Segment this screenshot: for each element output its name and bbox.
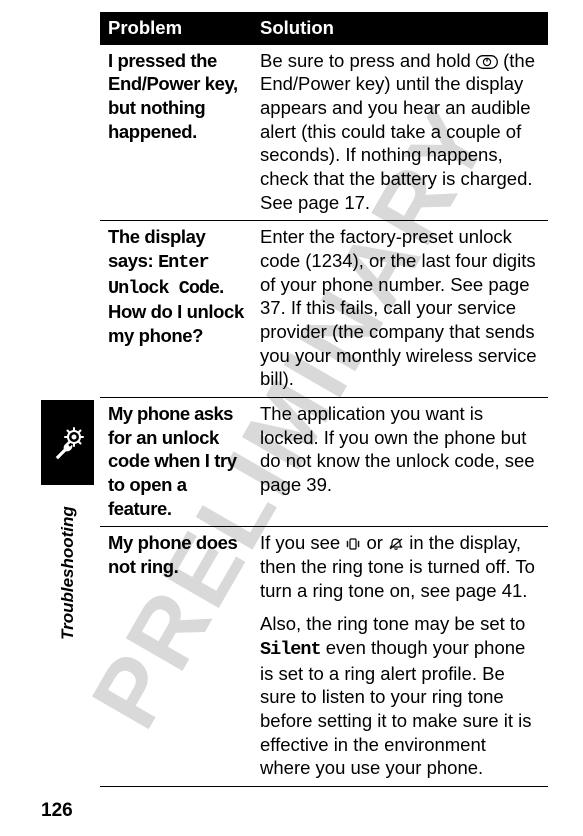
table-body: I pressed the End/Power key, but nothing… bbox=[100, 44, 548, 786]
solution-cell: Enter the factory-preset unlock code (12… bbox=[252, 221, 548, 398]
vibrate-icon bbox=[345, 537, 361, 551]
table-row: My phone does not ring.If you see or in … bbox=[100, 527, 548, 787]
troubleshooting-table: Problem Solution I pressed the End/Power… bbox=[100, 12, 548, 787]
solution-cell: If you see or in the display, then the r… bbox=[252, 527, 548, 787]
problem-cell: My phone asks for an unlock code when I … bbox=[100, 398, 252, 527]
table-row: The display says: Enter Unlock Code. How… bbox=[100, 221, 548, 398]
problem-cell: The display says: Enter Unlock Code. How… bbox=[100, 221, 252, 398]
solution-cell: The application you want is locked. If y… bbox=[252, 398, 548, 527]
table-row: I pressed the End/Power key, but nothing… bbox=[100, 44, 548, 221]
section-icon-tab bbox=[41, 400, 94, 485]
power-key-icon bbox=[476, 55, 498, 69]
table-header-problem: Problem bbox=[100, 12, 252, 44]
ring-off-icon bbox=[388, 537, 404, 551]
wrench-target-icon bbox=[48, 423, 88, 463]
page-number: 126 bbox=[41, 800, 73, 822]
solution-cell: Be sure to press and hold (the End/Power… bbox=[252, 44, 548, 221]
section-label: Troubleshooting bbox=[58, 506, 78, 640]
problem-cell: My phone does not ring. bbox=[100, 527, 252, 787]
problem-cell: I pressed the End/Power key, but nothing… bbox=[100, 44, 252, 221]
table-row: My phone asks for an unlock code when I … bbox=[100, 398, 548, 527]
table-header-solution: Solution bbox=[252, 12, 548, 44]
